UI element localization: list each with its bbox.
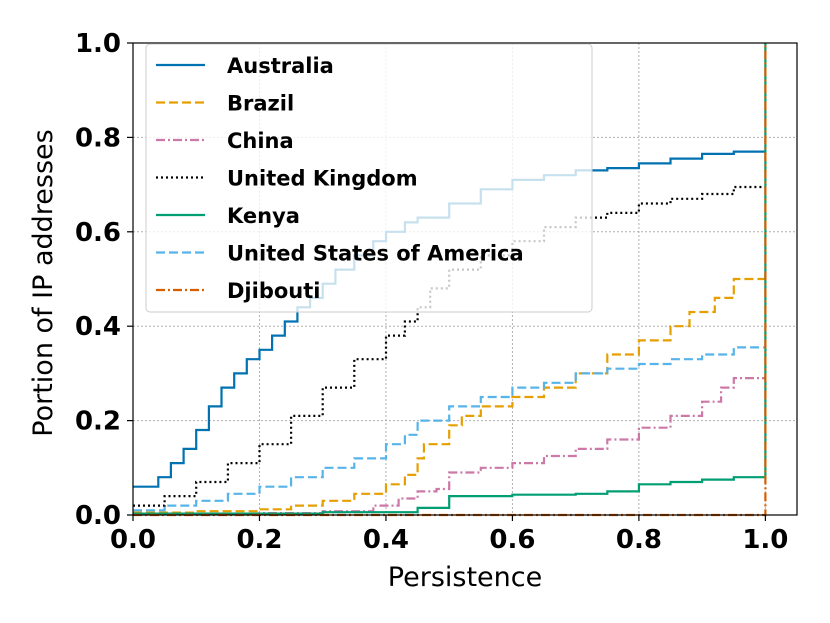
legend-entry-label: China [227,129,294,153]
series-line-united-states-of-america [133,346,766,512]
legend-box [145,43,593,313]
x-tick-label: 0.0 [110,525,156,555]
x-tick-label: 1.0 [742,525,788,555]
y-tick-label: 0.0 [75,501,121,531]
legend-entry-label: Kenya [227,204,300,228]
legend-entry-label: United States of America [227,242,524,266]
y-tick-label: 0.8 [75,123,121,153]
series-line-brazil [133,276,767,514]
y-tick-label: 0.6 [75,218,121,248]
x-tick-label: 0.2 [236,525,282,555]
plot-frame [132,42,798,516]
legend-entry-label: Australia [227,54,334,78]
axis-ticks: 0.0 0.2 0.4 0.6 0.8 1.0 0.0 0.2 0.4 0.6 0.8 1.0 [75,29,788,555]
legend-entry-label: United Kingdom [227,167,418,191]
series-line-china [133,375,767,516]
x-tick-label: 0.4 [363,525,409,555]
x-tick-label: 0.6 [489,525,535,555]
series-line-kenya [133,43,767,515]
y-tick-label: 1.0 [75,29,121,59]
legend: Australia Brazil China United Kingdom Kenya U… [145,43,593,313]
series-line-united-kingdom [133,185,766,507]
legend-entry-label: Djibouti [227,279,320,303]
legend-entry-label: Brazil [227,92,294,116]
x-tick-label: 0.8 [616,525,662,555]
y-axis-label: Portion of IP addresses [28,129,59,436]
y-tick-label: 0.2 [75,407,121,437]
x-axis-label: Persistence [388,562,542,593]
y-tick-label: 0.4 [75,312,121,342]
